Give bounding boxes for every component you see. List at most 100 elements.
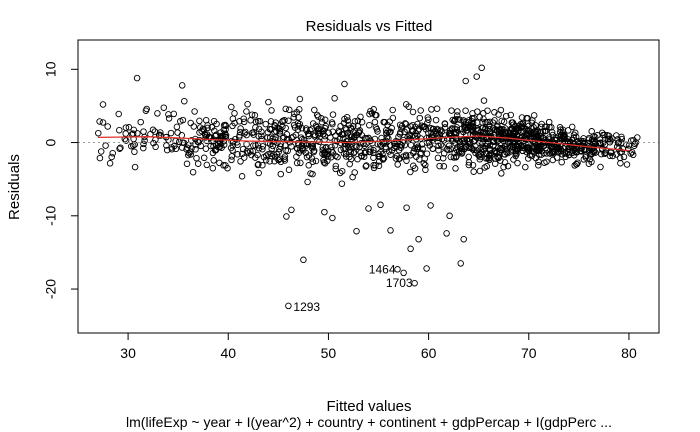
- residual-point: [190, 123, 198, 130]
- residual-point: [262, 120, 269, 128]
- residual-point: [210, 157, 217, 164]
- residual-point: [478, 64, 485, 72]
- residual-point: [460, 118, 467, 126]
- residual-point: [604, 135, 612, 143]
- residual-point: [239, 145, 247, 153]
- residual-point: [509, 119, 517, 126]
- residual-point: [420, 160, 428, 167]
- residual-point: [370, 106, 377, 113]
- residual-point: [368, 110, 376, 117]
- residual-point: [367, 148, 374, 156]
- residual-point: [507, 111, 515, 119]
- residual-point: [491, 160, 499, 167]
- residual-point: [331, 95, 338, 102]
- residual-point: [163, 142, 170, 149]
- residual-point: [535, 162, 542, 169]
- residual-point: [342, 145, 349, 153]
- residual-point: [252, 142, 259, 149]
- residual-point: [407, 245, 414, 253]
- residual-point: [97, 148, 105, 155]
- residual-point: [465, 118, 472, 126]
- residual-point: [358, 118, 366, 126]
- residual-point: [420, 123, 428, 130]
- residual-point: [140, 140, 147, 148]
- residual-point: [283, 213, 290, 220]
- residual-point: [441, 120, 449, 127]
- residual-point: [331, 137, 339, 144]
- residual-point: [446, 127, 454, 134]
- residual-point: [449, 135, 456, 142]
- residual-point: [222, 132, 230, 139]
- residual-point: [231, 110, 238, 117]
- residual-point: [500, 163, 507, 171]
- x-tick-label: 30: [120, 345, 136, 361]
- residual-point: [493, 148, 500, 156]
- residual-point: [353, 227, 360, 235]
- residual-point: [528, 144, 536, 151]
- residual-point: [96, 118, 103, 125]
- residual-point: [266, 158, 273, 165]
- residual-point: [520, 127, 527, 135]
- residual-point: [446, 212, 453, 220]
- residual-point: [299, 146, 306, 153]
- residual-point: [601, 141, 609, 148]
- residual-point: [615, 145, 622, 152]
- residual-point: [591, 139, 599, 147]
- x-tick-label: 80: [621, 345, 637, 361]
- residual-point: [623, 161, 631, 168]
- residual-point: [353, 143, 360, 151]
- residual-point: [491, 109, 498, 116]
- residual-point: [337, 139, 345, 147]
- residual-point: [328, 143, 335, 151]
- residual-point: [556, 128, 564, 136]
- residual-point: [309, 170, 316, 178]
- residual-point: [304, 140, 311, 148]
- residual-point: [470, 168, 477, 175]
- residual-point: [228, 153, 236, 160]
- residual-point: [482, 155, 490, 162]
- residual-point: [496, 133, 504, 140]
- residual-point: [347, 131, 354, 138]
- residual-point: [192, 146, 199, 153]
- residual-point: [627, 150, 634, 157]
- residual-point: [416, 114, 424, 122]
- residual-point: [265, 98, 272, 106]
- residual-point: [247, 117, 254, 124]
- residual-point: [207, 142, 214, 150]
- residual-point: [588, 145, 595, 152]
- residual-point: [282, 105, 289, 113]
- residual-point: [271, 122, 278, 129]
- residual-point: [519, 119, 527, 127]
- residual-point: [140, 128, 147, 135]
- residual-point: [302, 125, 310, 132]
- y-tick-label: 10: [43, 61, 59, 77]
- residual-point: [517, 134, 524, 142]
- residual-point: [427, 202, 434, 209]
- residual-point: [343, 113, 351, 121]
- residual-point: [349, 173, 356, 181]
- residual-point: [363, 140, 370, 148]
- labeled-residual-point: [411, 279, 418, 287]
- residual-point: [279, 123, 286, 130]
- residual-point: [269, 142, 277, 150]
- residual-point: [601, 131, 608, 139]
- residual-point: [538, 120, 545, 128]
- residual-point: [345, 121, 352, 129]
- x-tick-label: 50: [321, 345, 337, 361]
- residual-point: [296, 106, 303, 113]
- residual-point: [286, 106, 293, 114]
- residual-point: [530, 112, 538, 119]
- residual-point: [548, 143, 555, 151]
- residual-point: [178, 144, 186, 151]
- residual-point: [209, 164, 217, 172]
- residual-point: [458, 145, 466, 153]
- residual-point: [211, 132, 219, 140]
- residual-point: [411, 145, 418, 152]
- residual-point: [360, 153, 368, 160]
- labeled-residual-point: [285, 302, 292, 310]
- residual-point: [178, 82, 186, 89]
- residual-point: [527, 130, 535, 137]
- residual-point: [327, 134, 334, 141]
- residual-point: [514, 159, 521, 167]
